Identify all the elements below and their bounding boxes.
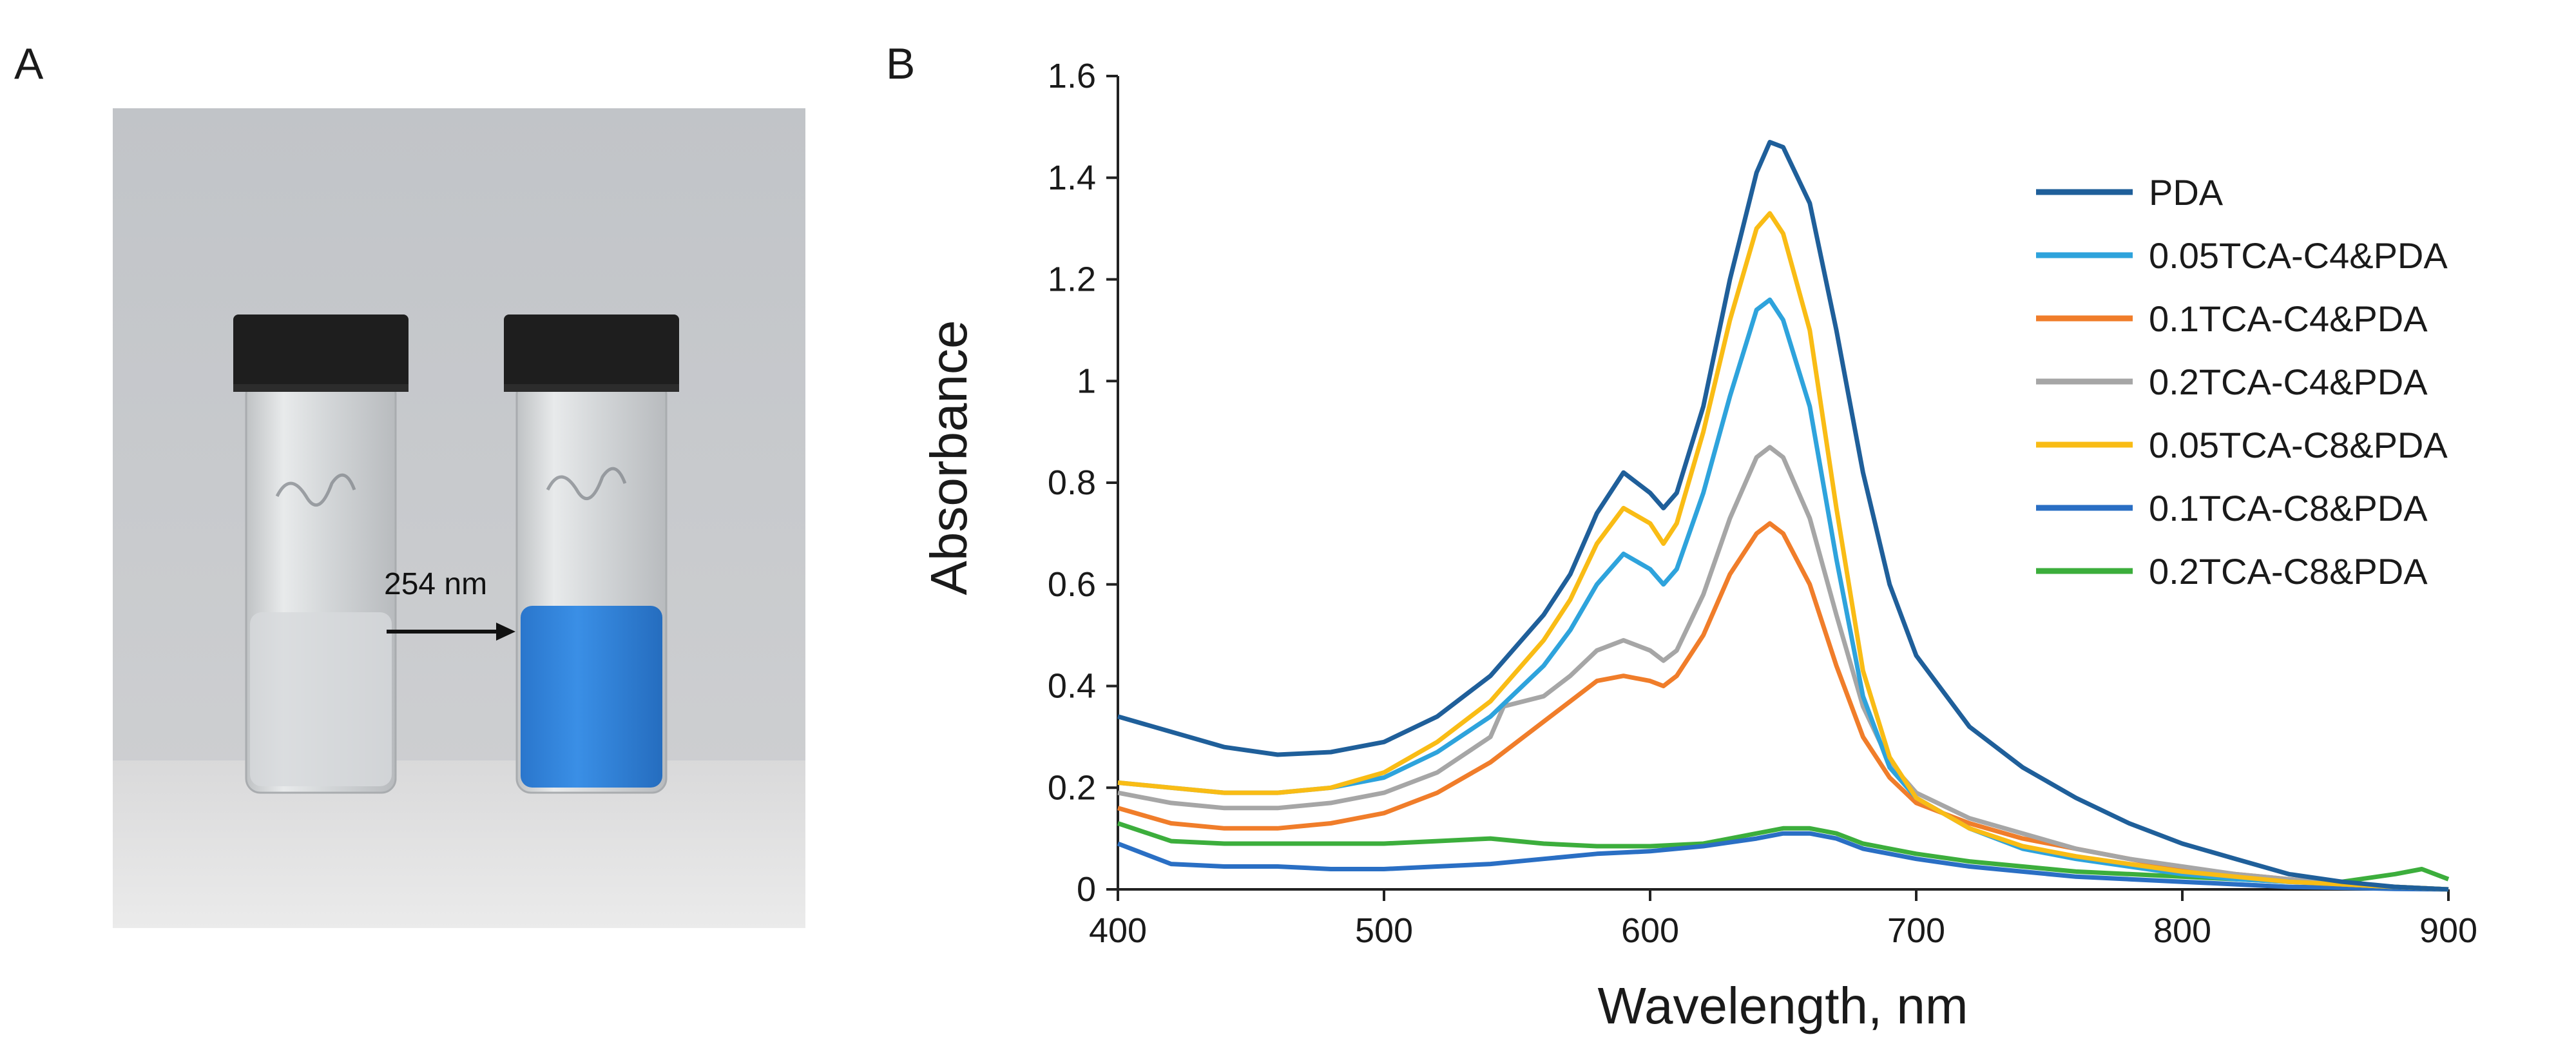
y-tick-label: 1.2	[1048, 260, 1096, 299]
blue-solution	[521, 606, 662, 788]
x-tick-label: 500	[1355, 911, 1413, 950]
legend-label-2: 0.1TCA-C4&PDA	[2149, 298, 2428, 339]
legend-label-4: 0.05TCA-C8&PDA	[2149, 425, 2448, 465]
y-tick-label: 1.6	[1048, 57, 1096, 95]
legend-label-0: PDA	[2149, 172, 2224, 213]
x-tick-label: 700	[1887, 911, 1945, 950]
clear-vial	[233, 315, 409, 794]
chart-legend: PDA 0.05TCA-C4&PDA 0.1TCA-C4&PDA 0.2TCA-C4&…	[2036, 172, 2448, 592]
x-tick-label: 800	[2153, 911, 2211, 950]
panel-b-label: B	[886, 39, 916, 88]
blue-vial-cap	[504, 315, 679, 391]
x-tick-label: 400	[1089, 911, 1147, 950]
clear-vial-cap	[233, 315, 409, 391]
y-tick-label: 1	[1077, 362, 1096, 400]
chart-series	[1117, 140, 2450, 892]
y-tick-label: 1.4	[1048, 159, 1096, 197]
uv-annotation: 254 nm	[384, 567, 487, 601]
series-line-5	[1117, 831, 2449, 892]
panel-a-label: A	[14, 39, 44, 88]
x-tick-label: 600	[1621, 911, 1679, 950]
y-tick-label: 0.8	[1048, 463, 1096, 502]
legend-label-3: 0.2TCA-C4&PDA	[2149, 362, 2428, 402]
series-line-3	[1117, 445, 2449, 892]
uv-arrow-head	[496, 623, 515, 641]
y-tick-label: 0.4	[1048, 667, 1096, 706]
chart-axes: 0 0.2 0.4 0.6 0.8 1 1.2 1.4 1.6 400 500 600 700 800 90…	[1048, 57, 2477, 950]
y-tick-label: 0.2	[1048, 768, 1096, 807]
photo-table	[113, 760, 805, 928]
blue-vial	[504, 315, 679, 794]
x-axis-label: Wavelength, nm	[1597, 977, 1968, 1034]
legend-label-1: 0.05TCA-C4&PDA	[2149, 235, 2448, 276]
series-line-4	[1117, 211, 2449, 892]
y-tick-label: 0.6	[1048, 565, 1096, 604]
legend-label-6: 0.2TCA-C8&PDA	[2149, 551, 2428, 592]
y-tick-label: 0	[1077, 870, 1096, 909]
series-line-1	[1117, 297, 2449, 892]
legend-label-5: 0.1TCA-C8&PDA	[2149, 488, 2428, 528]
y-axis-label: Absorbance	[920, 320, 977, 595]
x-tick-label: 900	[2419, 911, 2477, 950]
series-line-0	[1117, 140, 2449, 892]
